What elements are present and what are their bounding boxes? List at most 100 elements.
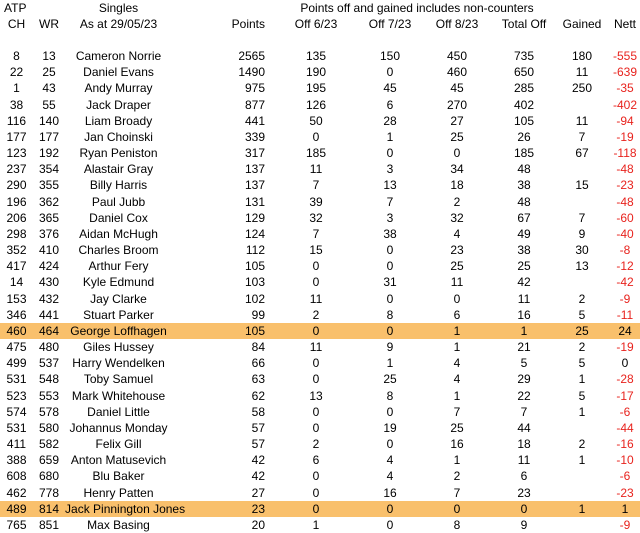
- off-623-cell[interactable]: 11: [309, 291, 323, 306]
- ch-cell[interactable]: 460: [0, 322, 33, 340]
- nett-cell[interactable]: 1: [610, 500, 640, 517]
- wr-cell[interactable]: 430: [38, 275, 60, 290]
- nett-cell[interactable]: -35: [616, 81, 634, 96]
- gained-cell[interactable]: [554, 420, 610, 436]
- player-name-cell[interactable]: Arthur Fery: [88, 259, 149, 274]
- off-723-cell[interactable]: 13: [383, 178, 397, 193]
- off-723-cell[interactable]: 8: [386, 307, 394, 322]
- off-823-cell[interactable]: 460: [447, 65, 468, 80]
- wr-cell[interactable]: 177: [38, 129, 60, 144]
- ch-cell[interactable]: 8: [13, 49, 20, 63]
- points-cell[interactable]: 975: [244, 81, 266, 96]
- off-623-cell[interactable]: 1: [312, 517, 320, 532]
- gained-cell[interactable]: [554, 161, 610, 177]
- off-623-cell[interactable]: 0: [272, 322, 361, 340]
- ch-cell[interactable]: 352: [6, 243, 27, 258]
- off-723-cell[interactable]: 0: [386, 291, 394, 306]
- nett-cell[interactable]: -6: [619, 404, 631, 419]
- points-cell[interactable]: 42: [251, 453, 266, 468]
- nett-cell[interactable]: -19: [616, 340, 634, 355]
- gained-cell[interactable]: 5: [578, 388, 586, 403]
- off-723-cell[interactable]: 8: [386, 388, 394, 403]
- player-name-cell[interactable]: Anton Matusevich: [70, 453, 167, 468]
- ch-cell[interactable]: 489: [0, 500, 33, 517]
- player-name-cell[interactable]: Paul Jubb: [91, 194, 146, 209]
- total-off-cell[interactable]: 21: [517, 340, 531, 355]
- off-723-cell[interactable]: 0: [386, 65, 394, 80]
- off-623-cell[interactable]: 13: [309, 388, 323, 403]
- total-off-cell[interactable]: 48: [517, 194, 531, 209]
- nett-cell[interactable]: -9: [619, 517, 631, 532]
- off-723-cell[interactable]: 3: [386, 162, 394, 177]
- nett-cell[interactable]: -17: [616, 388, 634, 403]
- off-623-cell[interactable]: 0: [312, 356, 320, 371]
- gained-cell[interactable]: [554, 194, 610, 210]
- total-off-cell[interactable]: 26: [517, 129, 531, 144]
- gained-cell[interactable]: [554, 274, 610, 290]
- off-723-cell[interactable]: 9: [386, 340, 394, 355]
- off-823-cell[interactable]: 34: [450, 162, 464, 177]
- off-723-cell[interactable]: 28: [383, 113, 397, 128]
- wr-cell[interactable]: 659: [38, 453, 60, 468]
- off-723-cell[interactable]: 25: [383, 372, 397, 387]
- off-823-cell[interactable]: 2: [453, 469, 461, 484]
- points-cell[interactable]: 877: [244, 97, 266, 112]
- player-name-cell[interactable]: Harry Wendelken: [72, 356, 165, 371]
- off-623-cell[interactable]: 11: [309, 340, 323, 355]
- player-name-cell[interactable]: Kyle Edmund: [82, 275, 155, 290]
- off-823-cell[interactable]: 6: [453, 307, 461, 322]
- ch-cell[interactable]: 206: [6, 210, 27, 225]
- off-723-cell[interactable]: 16: [383, 485, 397, 500]
- player-name-cell[interactable]: Felix Gill: [95, 437, 142, 452]
- player-name-cell[interactable]: Liam Broady: [84, 113, 153, 128]
- gained-cell[interactable]: 15: [575, 178, 589, 193]
- nett-cell[interactable]: -28: [616, 372, 634, 387]
- off-723-cell[interactable]: 1: [386, 129, 394, 144]
- wr-cell[interactable]: 192: [38, 146, 60, 161]
- points-cell[interactable]: 102: [244, 291, 266, 306]
- total-off-cell[interactable]: 6: [520, 469, 528, 484]
- ch-cell[interactable]: 153: [6, 291, 27, 306]
- wr-cell[interactable]: 13: [42, 49, 56, 63]
- gained-cell[interactable]: [554, 517, 610, 533]
- off-623-cell[interactable]: 2: [312, 437, 320, 452]
- off-723-cell[interactable]: 31: [383, 275, 397, 290]
- player-name-cell[interactable]: Henry Patten: [83, 485, 154, 500]
- total-off-cell[interactable]: 48: [517, 162, 531, 177]
- off-723-cell[interactable]: 19: [383, 420, 397, 435]
- nett-cell[interactable]: -402: [613, 97, 638, 112]
- total-off-cell[interactable]: 42: [517, 275, 531, 290]
- nett-cell[interactable]: -42: [616, 275, 634, 290]
- off-723-cell[interactable]: 0: [386, 243, 394, 258]
- points-cell[interactable]: 441: [244, 113, 266, 128]
- wr-cell[interactable]: 580: [38, 420, 60, 435]
- gained-cell[interactable]: 11: [575, 65, 589, 80]
- total-off-cell[interactable]: 25: [517, 259, 531, 274]
- ch-cell[interactable]: 22: [9, 65, 24, 80]
- total-off-cell[interactable]: 11: [517, 291, 531, 306]
- wr-cell[interactable]: 365: [38, 210, 60, 225]
- points-cell[interactable]: 137: [244, 162, 266, 177]
- points-cell[interactable]: 42: [251, 469, 266, 484]
- off-623-cell[interactable]: 0: [312, 259, 320, 274]
- wr-cell[interactable]: 354: [38, 162, 60, 177]
- off-823-cell[interactable]: 1: [420, 322, 495, 340]
- col-header-ch[interactable]: CH: [7, 17, 26, 31]
- off-823-cell[interactable]: 4: [453, 372, 461, 387]
- gained-cell[interactable]: 2: [578, 437, 586, 452]
- col-header-points[interactable]: Points: [231, 17, 266, 31]
- wr-cell[interactable]: 480: [38, 340, 60, 355]
- points-cell[interactable]: 112: [245, 243, 266, 258]
- wr-cell[interactable]: 55: [42, 97, 56, 112]
- off-623-cell[interactable]: 15: [309, 243, 323, 258]
- off-623-cell[interactable]: 6: [312, 453, 320, 468]
- wr-cell[interactable]: 25: [42, 65, 56, 80]
- nett-cell[interactable]: -639: [613, 65, 638, 80]
- wr-cell[interactable]: 43: [42, 81, 56, 96]
- points-cell[interactable]: 57: [251, 420, 266, 435]
- off-623-cell[interactable]: 2: [312, 307, 320, 322]
- ch-cell[interactable]: 765: [6, 517, 27, 532]
- off-623-cell[interactable]: 0: [312, 485, 320, 500]
- gained-cell[interactable]: 25: [554, 322, 611, 340]
- off-823-cell[interactable]: 45: [450, 81, 464, 96]
